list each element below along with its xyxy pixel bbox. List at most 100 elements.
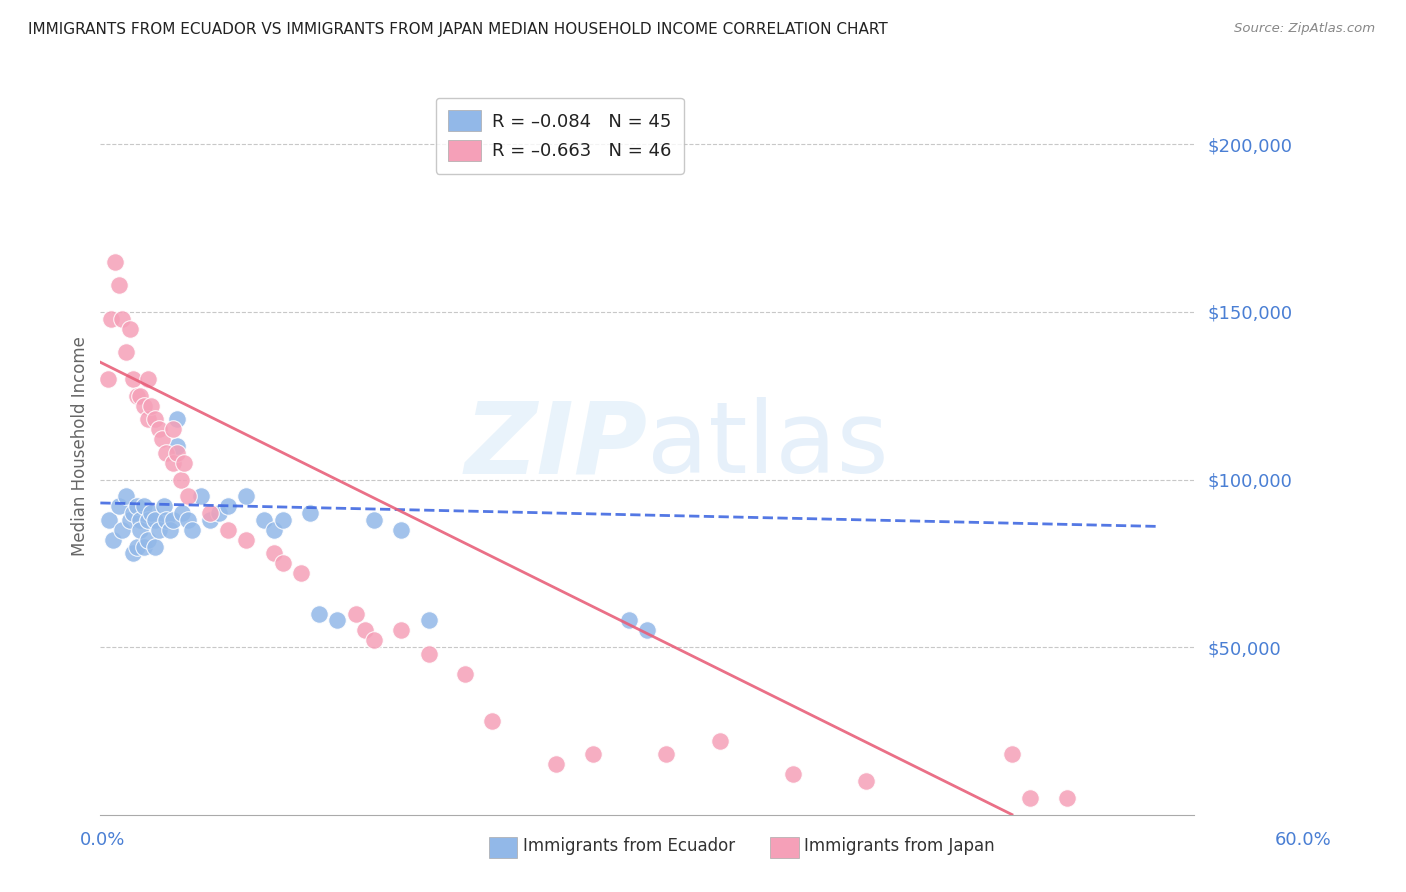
Point xyxy=(148,422,170,436)
Point xyxy=(190,489,212,503)
Point xyxy=(208,506,231,520)
Point xyxy=(111,311,134,326)
Point xyxy=(166,439,188,453)
Point xyxy=(150,432,173,446)
Point xyxy=(136,412,159,426)
Point xyxy=(118,513,141,527)
Point xyxy=(1056,790,1078,805)
Text: atlas: atlas xyxy=(647,398,889,494)
Point xyxy=(481,714,503,728)
Point xyxy=(263,523,285,537)
Point xyxy=(100,311,122,326)
Point xyxy=(546,757,568,772)
Point xyxy=(132,540,155,554)
Point xyxy=(290,566,312,581)
Point xyxy=(166,412,188,426)
Text: Immigrants from Ecuador: Immigrants from Ecuador xyxy=(523,837,735,855)
Point xyxy=(636,624,658,638)
Point xyxy=(107,500,129,514)
Point xyxy=(107,278,129,293)
Point xyxy=(353,624,375,638)
Point xyxy=(855,774,877,789)
Point xyxy=(344,607,367,621)
Point xyxy=(654,747,676,762)
Point xyxy=(180,523,202,537)
Point xyxy=(129,513,152,527)
Point xyxy=(454,666,477,681)
Point xyxy=(363,513,385,527)
Point xyxy=(129,523,152,537)
Point xyxy=(389,523,412,537)
Point xyxy=(155,446,177,460)
Point xyxy=(155,513,177,527)
Text: ZIP: ZIP xyxy=(464,398,647,494)
Point xyxy=(177,513,200,527)
Point xyxy=(148,523,170,537)
Point xyxy=(136,513,159,527)
Text: 0.0%: 0.0% xyxy=(80,831,125,849)
Point xyxy=(118,322,141,336)
Point xyxy=(143,412,166,426)
Point xyxy=(235,489,257,503)
Text: 60.0%: 60.0% xyxy=(1275,831,1331,849)
Point xyxy=(98,513,121,527)
Point xyxy=(162,513,184,527)
Point xyxy=(136,372,159,386)
Point xyxy=(235,533,257,547)
Point xyxy=(141,506,163,520)
Point xyxy=(581,747,603,762)
Point xyxy=(1019,790,1042,805)
Point xyxy=(162,422,184,436)
Point xyxy=(263,546,285,560)
Point xyxy=(326,613,349,627)
Point xyxy=(177,489,200,503)
Point xyxy=(125,500,148,514)
Point xyxy=(198,506,221,520)
Point xyxy=(173,456,195,470)
Point xyxy=(217,500,239,514)
Point xyxy=(125,540,148,554)
Point xyxy=(298,506,321,520)
Point xyxy=(217,523,239,537)
Point xyxy=(418,613,440,627)
Point xyxy=(122,372,145,386)
Point xyxy=(136,533,159,547)
Point xyxy=(198,513,221,527)
Point xyxy=(115,345,138,359)
Point xyxy=(162,456,184,470)
Point xyxy=(143,540,166,554)
Point xyxy=(709,734,731,748)
Point xyxy=(166,446,188,460)
Point xyxy=(172,506,194,520)
Point xyxy=(308,607,330,621)
Point xyxy=(129,389,152,403)
Point xyxy=(115,489,138,503)
Point xyxy=(253,513,276,527)
Point xyxy=(132,399,155,413)
Point xyxy=(141,399,163,413)
Legend: R = –0.084   N = 45, R = –0.663   N = 46: R = –0.084 N = 45, R = –0.663 N = 46 xyxy=(436,97,683,174)
Point xyxy=(132,500,155,514)
Point xyxy=(389,624,412,638)
Point xyxy=(101,533,124,547)
Text: Source: ZipAtlas.com: Source: ZipAtlas.com xyxy=(1234,22,1375,36)
Text: Immigrants from Japan: Immigrants from Japan xyxy=(804,837,995,855)
Point xyxy=(363,633,385,648)
Point xyxy=(97,372,120,386)
Point xyxy=(1001,747,1024,762)
Point xyxy=(111,523,134,537)
Text: IMMIGRANTS FROM ECUADOR VS IMMIGRANTS FROM JAPAN MEDIAN HOUSEHOLD INCOME CORRELA: IMMIGRANTS FROM ECUADOR VS IMMIGRANTS FR… xyxy=(28,22,887,37)
Point xyxy=(143,513,166,527)
Point xyxy=(271,556,294,570)
Y-axis label: Median Household Income: Median Household Income xyxy=(72,336,89,556)
Point xyxy=(122,546,145,560)
Point xyxy=(153,500,176,514)
Point xyxy=(125,389,148,403)
Point xyxy=(271,513,294,527)
Point xyxy=(782,767,804,781)
Point xyxy=(159,523,181,537)
Point xyxy=(122,506,145,520)
Point xyxy=(169,473,191,487)
Point xyxy=(418,647,440,661)
Point xyxy=(104,254,127,268)
